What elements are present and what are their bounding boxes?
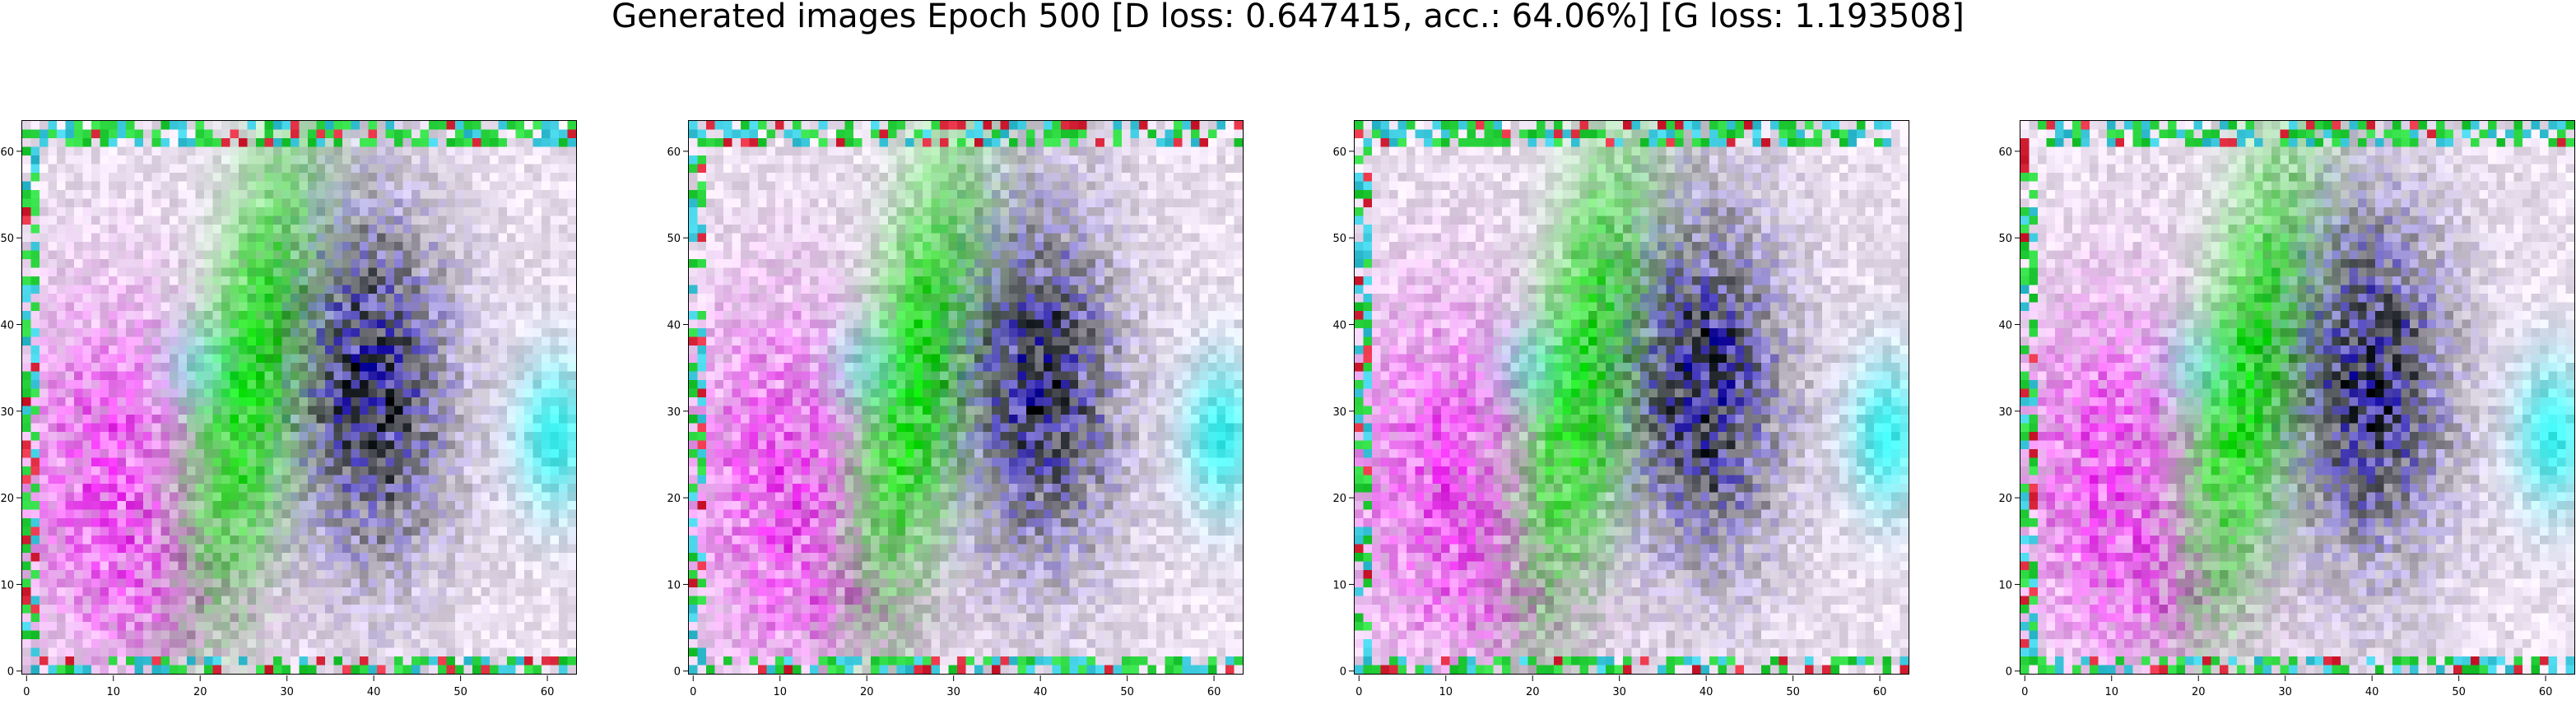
x-tick-label: 10	[106, 686, 120, 698]
generated-image-4	[2020, 121, 2574, 674]
y-tick-label: 60	[1998, 146, 2012, 159]
y-tick-label: 10	[1332, 579, 1346, 591]
x-tick-label: 0	[1355, 686, 1362, 698]
x-tick-label: 0	[690, 686, 696, 698]
y-tick-label: 40	[1998, 319, 2012, 332]
y-tick-label: 60	[0, 146, 14, 159]
x-tick-label: 60	[2539, 686, 2553, 698]
y-tick-label: 50	[667, 233, 681, 245]
x-tick-label: 10	[2104, 686, 2118, 698]
x-tick-label: 30	[1612, 686, 1626, 698]
y-tick-label: 10	[0, 579, 14, 591]
y-tick-label: 50	[1998, 233, 2012, 245]
x-tick-label: 60	[1873, 686, 1887, 698]
y-tick-label: 20	[1998, 493, 2012, 505]
y-tick-label: 10	[1998, 579, 2012, 591]
image-axes-4: 0 10 20 30 40 50 60 0 10 20 30 40 50 60	[1998, 146, 2553, 698]
y-tick-label: 40	[1332, 319, 1346, 332]
x-tick-label: 20	[193, 686, 207, 698]
generated-image-panel-1: 0 10 20 30 40 50 60 0 10 20 30 40 50 60	[0, 120, 577, 698]
y-tick-label: 20	[0, 493, 14, 505]
x-tick-label: 20	[2192, 686, 2206, 698]
y-tick-label: 20	[1332, 493, 1346, 505]
x-tick-label: 0	[23, 686, 30, 698]
image-axes-2: 0 10 20 30 40 50 60 0 10 20 30 40 50 60	[667, 146, 1221, 698]
x-tick-label: 50	[453, 686, 467, 698]
x-tick-label: 50	[1120, 686, 1134, 698]
x-tick-label: 40	[2365, 686, 2379, 698]
y-tick-label: 30	[667, 406, 681, 419]
x-tick-label: 0	[2021, 686, 2028, 698]
x-tick-label: 10	[1439, 686, 1453, 698]
x-tick-label: 50	[1786, 686, 1800, 698]
y-tick-label: 50	[0, 233, 14, 245]
x-tick-label: 30	[280, 686, 294, 698]
y-tick-label: 60	[1332, 146, 1346, 159]
generated-image-panel-4: 0 10 20 30 40 50 60 0 10 20 30 40 50 60	[1998, 120, 2575, 698]
x-tick-label: 30	[2278, 686, 2292, 698]
y-tick-label: 0	[2006, 666, 2012, 679]
x-tick-label: 10	[773, 686, 787, 698]
x-tick-label: 20	[1526, 686, 1540, 698]
y-tick-label: 0	[7, 666, 14, 679]
x-tick-label: 30	[946, 686, 960, 698]
generated-image-2	[689, 121, 1243, 674]
generated-image-panel-3: 0 10 20 30 40 50 60 0 10 20 30 40 50 60	[1332, 120, 1909, 698]
image-axes-1: 0 10 20 30 40 50 60 0 10 20 30 40 50 60	[0, 146, 555, 698]
y-tick-label: 60	[667, 146, 681, 159]
x-tick-label: 40	[1700, 686, 1713, 698]
x-tick-label: 60	[1207, 686, 1221, 698]
y-tick-label: 30	[1998, 406, 2012, 419]
x-tick-label: 60	[541, 686, 555, 698]
y-tick-label: 0	[1340, 666, 1346, 679]
generated-image-3	[1355, 121, 1909, 674]
generated-image-panel-2: 0 10 20 30 40 50 60 0 10 20 30 40 50 60	[667, 120, 1244, 698]
y-tick-label: 10	[667, 579, 681, 591]
y-tick-label: 20	[667, 493, 681, 505]
x-tick-label: 40	[367, 686, 381, 698]
generated-image-1	[22, 121, 576, 674]
y-tick-label: 30	[0, 406, 14, 419]
x-tick-label: 50	[2452, 686, 2466, 698]
y-tick-label: 40	[667, 319, 681, 332]
figure-title: Generated images Epoch 500 [D loss: 0.64…	[611, 0, 1965, 35]
y-tick-label: 40	[0, 319, 14, 332]
x-tick-label: 20	[860, 686, 874, 698]
y-tick-label: 30	[1332, 406, 1346, 419]
y-tick-label: 50	[1332, 233, 1346, 245]
image-axes-3: 0 10 20 30 40 50 60 0 10 20 30 40 50 60	[1332, 146, 1887, 698]
x-tick-label: 40	[1034, 686, 1048, 698]
y-tick-label: 0	[674, 666, 681, 679]
